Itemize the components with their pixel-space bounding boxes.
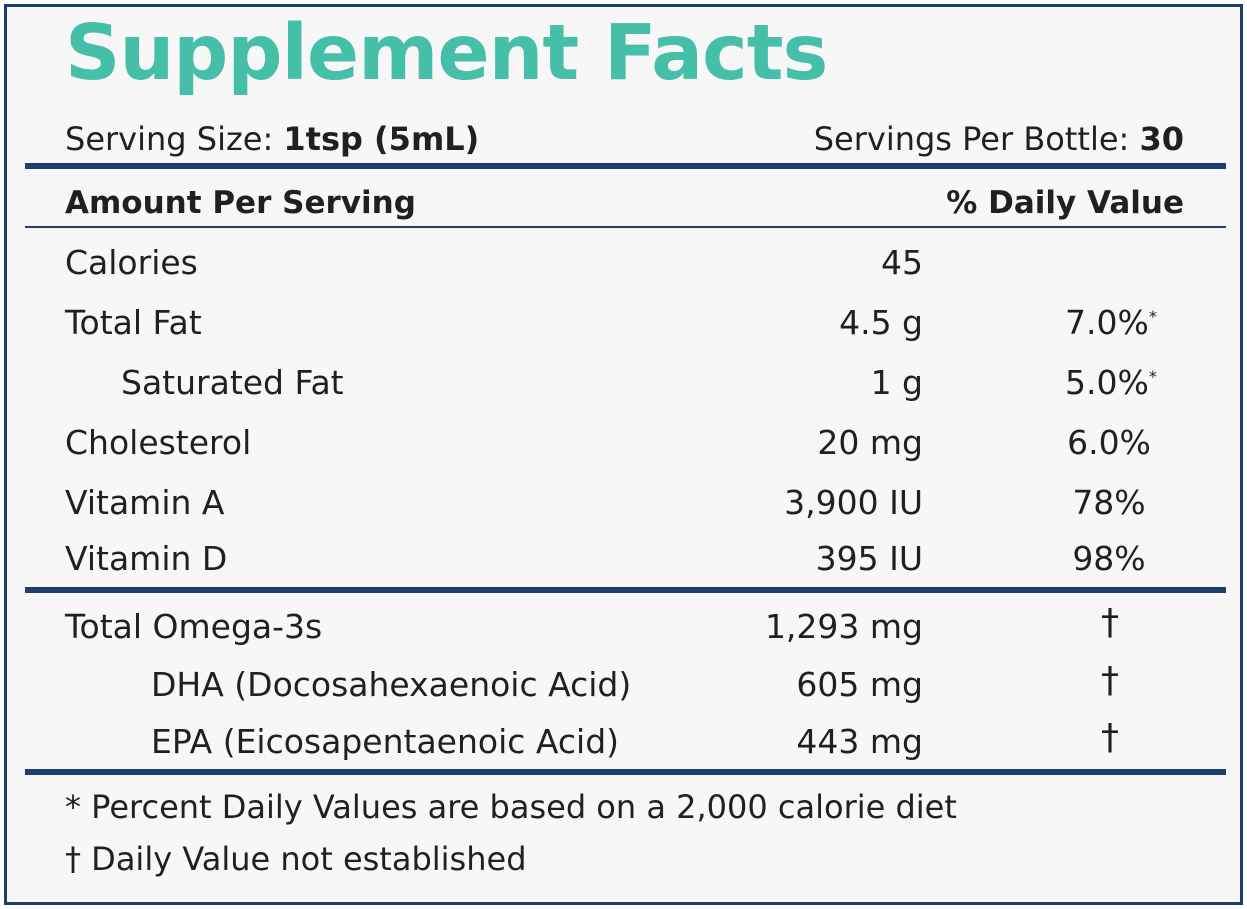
omega-row-total: Total Omega-3s 1,293 mg † bbox=[65, 602, 1185, 649]
nutrient-dv-mark: * bbox=[1148, 367, 1157, 386]
omega-amount: 1,293 mg bbox=[764, 607, 923, 646]
divider-thick-middle bbox=[25, 587, 1226, 593]
nutrient-amount: 1 g bbox=[870, 363, 923, 402]
nutrient-dv-mark: * bbox=[1148, 307, 1157, 326]
nutrient-row-cholesterol: Cholesterol 20 mg 6.0% bbox=[65, 421, 1185, 465]
divider-thin-header bbox=[25, 226, 1226, 228]
nutrient-row-calories: Calories 45 bbox=[65, 241, 1185, 285]
footnote-daily-value-not-established: † Daily Value not established bbox=[65, 840, 527, 878]
nutrient-name: Saturated Fat bbox=[121, 363, 344, 402]
omega-name: EPA (Eicosapentaenoic Acid) bbox=[151, 722, 620, 761]
label-title: Supplement Facts bbox=[65, 9, 828, 98]
nutrient-dv: 7.0%* bbox=[1065, 301, 1157, 345]
nutrient-dv-value: 5.0% bbox=[1065, 363, 1149, 402]
nutrient-amount: 3,900 IU bbox=[784, 483, 923, 522]
omega-name: DHA (Docosahexaenoic Acid) bbox=[151, 665, 632, 704]
nutrient-amount: 4.5 g bbox=[839, 303, 923, 342]
supplement-facts-panel: Supplement Facts Serving Size: 1tsp (5mL… bbox=[4, 4, 1243, 905]
nutrient-amount: 20 mg bbox=[817, 423, 923, 462]
column-header-row: Amount Per Serving % Daily Value bbox=[65, 183, 1184, 223]
servings-per-value: 30 bbox=[1139, 120, 1184, 158]
nutrient-dv: 98% bbox=[1065, 537, 1153, 581]
serving-size-value: 1tsp (5mL) bbox=[283, 120, 480, 158]
nutrient-name: Total Fat bbox=[65, 303, 202, 342]
nutrient-name: Vitamin A bbox=[65, 483, 225, 522]
omega-row-epa: EPA (Eicosapentaenoic Acid) 443 mg † bbox=[65, 717, 1185, 764]
divider-thick-bottom bbox=[25, 769, 1226, 775]
serving-size: Serving Size: 1tsp (5mL) bbox=[65, 119, 479, 159]
nutrient-name: Vitamin D bbox=[65, 539, 228, 578]
nutrient-dv-value: 7.0% bbox=[1065, 303, 1149, 342]
serving-info-row: Serving Size: 1tsp (5mL) Servings Per Bo… bbox=[65, 119, 1184, 159]
nutrient-row-vitamin-a: Vitamin A 3,900 IU 78% bbox=[65, 481, 1185, 525]
nutrient-row-vitamin-d: Vitamin D 395 IU 98% bbox=[65, 537, 1185, 581]
nutrient-name: Cholesterol bbox=[65, 423, 252, 462]
omega-amount: 605 mg bbox=[796, 665, 923, 704]
servings-per-bottle: Servings Per Bottle: 30 bbox=[814, 119, 1184, 159]
amount-per-serving-header: Amount Per Serving bbox=[65, 185, 416, 221]
dagger-icon: † bbox=[1101, 602, 1119, 643]
dagger-icon: † bbox=[1101, 660, 1119, 701]
nutrient-dv: 5.0%* bbox=[1065, 361, 1157, 405]
nutrient-amount: 45 bbox=[881, 243, 923, 282]
nutrient-name: Calories bbox=[65, 243, 198, 282]
divider-thick-top bbox=[25, 163, 1226, 169]
footnote-percent-daily-values: * Percent Daily Values are based on a 2,… bbox=[65, 788, 957, 826]
serving-size-label: Serving Size: bbox=[65, 120, 274, 158]
daily-value-header: % Daily Value bbox=[946, 185, 1184, 221]
omega-row-dha: DHA (Docosahexaenoic Acid) 605 mg † bbox=[65, 660, 1185, 707]
dagger-icon: † bbox=[1101, 717, 1119, 758]
nutrient-dv-value: 6.0% bbox=[1067, 423, 1151, 462]
nutrient-dv-value: 78% bbox=[1072, 483, 1146, 522]
nutrient-dv-value: 98% bbox=[1072, 539, 1146, 578]
nutrient-dv: 6.0% bbox=[1065, 421, 1153, 465]
nutrient-amount: 395 IU bbox=[815, 539, 923, 578]
omega-name: Total Omega-3s bbox=[65, 607, 323, 646]
omega-amount: 443 mg bbox=[796, 722, 923, 761]
nutrient-row-total-fat: Total Fat 4.5 g 7.0%* bbox=[65, 301, 1185, 345]
servings-per-label: Servings Per Bottle: bbox=[813, 120, 1130, 158]
nutrient-dv: 78% bbox=[1065, 481, 1153, 525]
nutrient-row-saturated-fat: Saturated Fat 1 g 5.0%* bbox=[65, 361, 1185, 405]
